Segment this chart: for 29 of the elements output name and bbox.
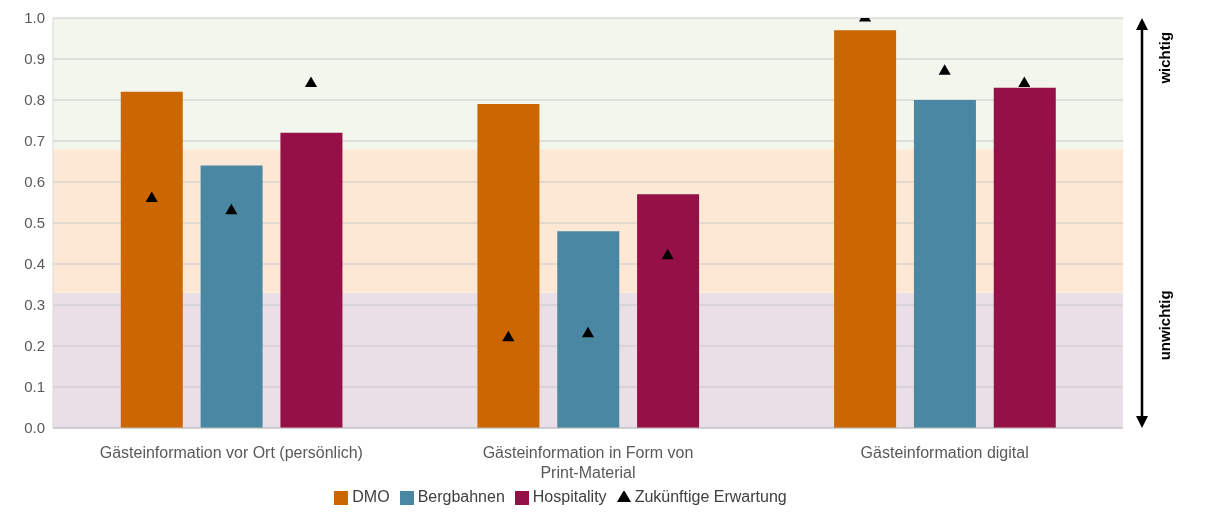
- y-tick-label: 0.9: [24, 50, 45, 68]
- legend-label: DMO: [352, 488, 390, 505]
- y-tick-label: 0.7: [24, 132, 45, 150]
- y-tick-label: 0.4: [24, 255, 45, 273]
- bar: [477, 104, 540, 428]
- band-label: wichtig: [1156, 31, 1174, 85]
- y-tick-label: 0.3: [24, 296, 45, 314]
- x-tick-label: Gästeinformation digital: [860, 444, 1029, 461]
- bar: [120, 91, 183, 428]
- legend-label: Bergbahnen: [417, 488, 505, 505]
- bar: [200, 165, 263, 428]
- bar: [280, 132, 343, 428]
- bar: [637, 194, 700, 428]
- legend-label: Hospitality: [532, 488, 607, 505]
- bar: [913, 100, 976, 428]
- x-tick-label: Gästeinformation vor Ort (persönlich): [99, 444, 363, 461]
- y-tick-label: 0.5: [24, 214, 45, 232]
- y-tick-label: 0.0: [24, 419, 45, 437]
- y-tick-label: 0.1: [24, 378, 45, 396]
- y-tick-label: 0.8: [24, 91, 45, 109]
- bar: [557, 231, 620, 428]
- x-tick-label: Gästeinformation in Form von Print-Material: [482, 444, 694, 481]
- y-tick-label: 0.2: [24, 337, 45, 355]
- bar: [993, 87, 1056, 428]
- bar: [834, 30, 897, 428]
- legend-label: Zukünftige Erwartung: [634, 488, 787, 505]
- y-tick-label: 1.0: [24, 9, 45, 27]
- band-label: unwichtig: [1156, 290, 1174, 361]
- y-tick-label: 0.6: [24, 173, 45, 191]
